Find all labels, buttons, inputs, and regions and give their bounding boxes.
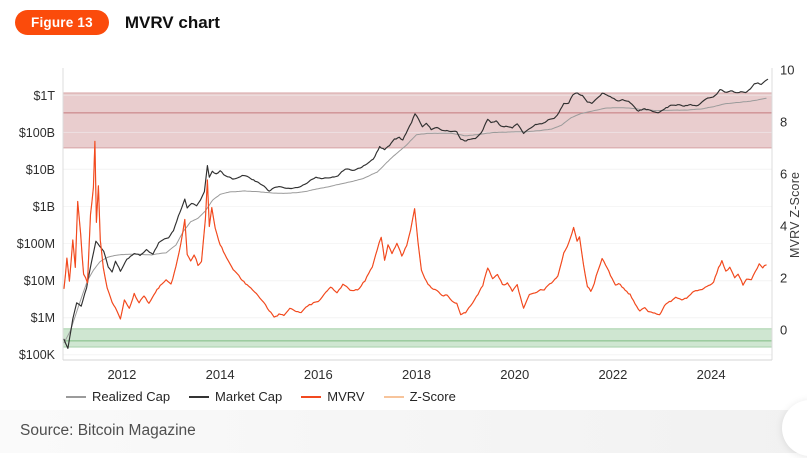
y-axis-tick-label: $1T <box>33 89 55 103</box>
x-axis-tick-label: 2016 <box>304 367 333 382</box>
legend-swatch <box>66 395 86 398</box>
figure-badge: Figure 13 <box>15 10 109 35</box>
page-title: MVRV chart <box>124 12 220 32</box>
series-mvrv <box>63 140 767 320</box>
source-attribution: Source: Bitcoin Magazine <box>20 422 196 439</box>
right-axis-title: MVRV Z-Score <box>788 171 802 259</box>
z-axis-tick-label: 4 <box>780 218 787 233</box>
x-axis-tick-label: 2012 <box>107 367 136 382</box>
overvalued-zone-band <box>63 92 772 149</box>
y-axis-tick-label: $100K <box>19 348 56 362</box>
x-axis-tick-label: 2024 <box>697 367 726 382</box>
footer-strip: Source: Bitcoin Magazine <box>0 410 807 453</box>
legend-label: Realized Cap <box>92 389 171 404</box>
z-axis-tick-label: 2 <box>780 270 787 285</box>
legend-item-z-score[interactable]: Z-Score <box>383 389 456 404</box>
z-axis-tick-label: 0 <box>780 322 787 337</box>
x-axis-tick-label: 2018 <box>402 367 431 382</box>
legend-label: Z-Score <box>409 389 456 404</box>
x-axis-tick-label: 2020 <box>500 367 529 382</box>
legend-swatch <box>383 395 404 398</box>
chart-legend: Realized Cap Market Cap MVRV Z-Score <box>66 389 456 404</box>
z-axis-tick-label: 10 <box>780 63 794 78</box>
legend-label: Market Cap <box>215 389 283 404</box>
y-axis-tick-label: $100B <box>19 126 55 140</box>
y-axis-tick-label: $100M <box>17 237 55 251</box>
y-axis-tick-label: $1B <box>33 200 55 214</box>
y-axis-tick-label: $10M <box>24 274 55 288</box>
z-axis-tick-label: 6 <box>780 166 787 181</box>
z-axis-tick-label: 8 <box>780 115 787 130</box>
series-market-cap <box>63 78 769 349</box>
legend-item-realized-cap[interactable]: Realized Cap <box>66 389 170 404</box>
figure-header: Figure 13 MVRV chart <box>15 10 220 35</box>
legend-label: MVRV <box>327 389 365 404</box>
legend-item-market-cap[interactable]: Market Cap <box>189 389 282 404</box>
series-z-score <box>63 140 767 320</box>
y-axis-tick-label: $1M <box>31 311 55 325</box>
x-axis-tick-label: 2022 <box>598 367 627 382</box>
legend-swatch <box>301 395 322 398</box>
x-axis-tick-label: 2014 <box>206 367 235 382</box>
y-axis-tick-label: $10B <box>26 163 55 177</box>
legend-item-mvrv[interactable]: MVRV <box>301 389 365 404</box>
undervalued-zone-band <box>63 328 772 348</box>
legend-swatch <box>189 395 210 398</box>
